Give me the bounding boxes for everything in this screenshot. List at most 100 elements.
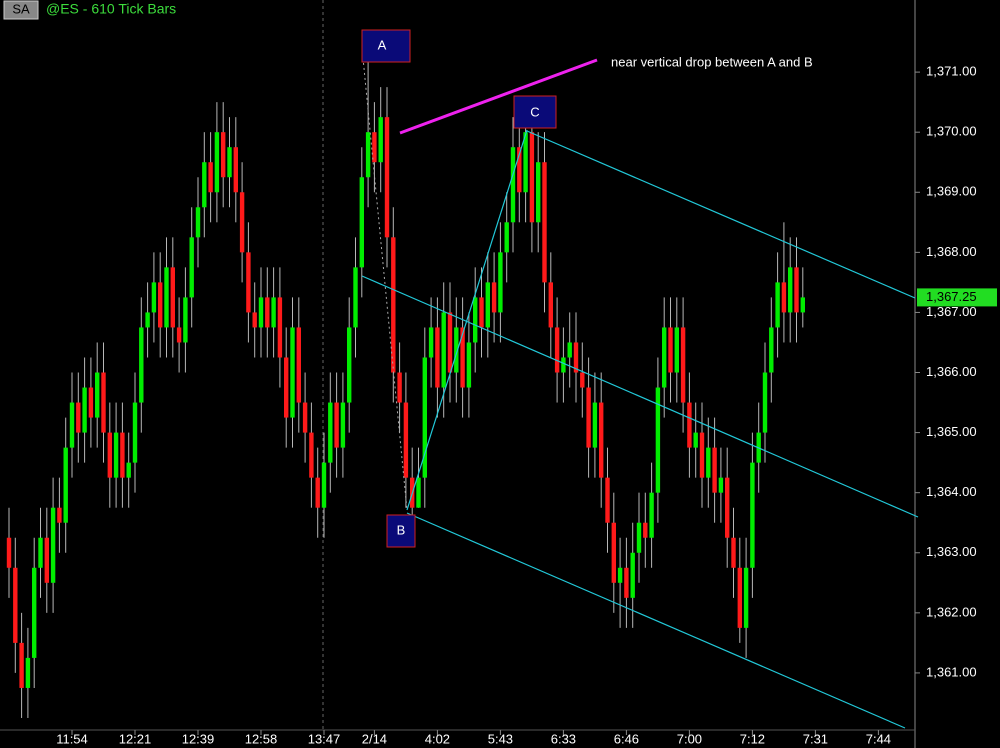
candle-body bbox=[567, 342, 572, 358]
candles bbox=[6, 42, 805, 718]
candle-body bbox=[63, 447, 68, 523]
x-tick-label: 7:12 bbox=[740, 731, 765, 746]
x-tick-label: 12:39 bbox=[182, 731, 215, 746]
candle-body bbox=[170, 267, 175, 328]
x-tick-label: 13:47 bbox=[308, 731, 341, 746]
candle-body bbox=[25, 657, 31, 688]
y-tick-label: 1,362.00 bbox=[926, 604, 977, 619]
candle-body bbox=[384, 117, 390, 238]
candle-body bbox=[164, 267, 169, 328]
x-tick-label: 6:46 bbox=[614, 731, 639, 746]
candle-body bbox=[139, 327, 144, 403]
y-tick-label: 1,371.00 bbox=[926, 64, 977, 79]
candle-body bbox=[599, 402, 604, 478]
candle-body bbox=[636, 522, 642, 553]
candle-body bbox=[718, 477, 724, 493]
candle-body bbox=[391, 237, 396, 373]
candle-body bbox=[693, 432, 698, 448]
x-tick-label: 4:02 bbox=[425, 731, 450, 746]
candle-body bbox=[309, 432, 314, 478]
candle-body bbox=[403, 402, 409, 478]
candle-body bbox=[498, 252, 503, 313]
badge-text: SA bbox=[12, 1, 30, 16]
candle-body bbox=[674, 327, 679, 373]
candle-body bbox=[82, 387, 87, 433]
candle-body bbox=[737, 567, 742, 628]
y-tick-label: 1,368.00 bbox=[926, 244, 977, 259]
candle-body bbox=[712, 447, 717, 493]
candle-body bbox=[743, 567, 749, 628]
candle-body bbox=[529, 132, 535, 223]
label-box bbox=[361, 29, 411, 63]
candle-body bbox=[548, 282, 553, 328]
candle-body bbox=[302, 402, 308, 433]
candle-body bbox=[271, 297, 276, 328]
channel-middle bbox=[361, 275, 919, 518]
candle-body bbox=[699, 432, 705, 478]
candle-body bbox=[328, 402, 333, 463]
candle-body bbox=[315, 477, 320, 508]
callout-line bbox=[399, 58, 598, 135]
candle-body bbox=[151, 282, 157, 313]
x-tick-label: 6:33 bbox=[551, 731, 576, 746]
candle-body bbox=[214, 132, 220, 193]
annotation-text: near vertical drop between A and B bbox=[611, 54, 813, 69]
y-tick-label: 1,366.00 bbox=[926, 364, 977, 379]
candle-body bbox=[504, 222, 509, 253]
x-tick-label: 12:58 bbox=[245, 731, 278, 746]
candle-body bbox=[378, 117, 383, 163]
y-tick-label: 1,369.00 bbox=[926, 184, 977, 199]
candle-body bbox=[158, 282, 163, 328]
y-tick-label: 1,361.00 bbox=[926, 664, 977, 679]
candle-body bbox=[573, 342, 579, 373]
point-label: C bbox=[530, 104, 539, 119]
candle-body bbox=[38, 537, 43, 568]
candle-body bbox=[800, 297, 805, 313]
candle-body bbox=[183, 297, 188, 343]
y-tick-label: 1,363.00 bbox=[926, 544, 977, 559]
candle-body bbox=[460, 327, 465, 388]
candle-body bbox=[517, 147, 522, 193]
candle-body bbox=[592, 402, 598, 448]
candle-body bbox=[762, 372, 768, 433]
candle-body bbox=[769, 327, 774, 373]
candle-body bbox=[397, 372, 402, 403]
candle-body bbox=[561, 357, 566, 373]
candle-body bbox=[176, 327, 182, 343]
candle-body bbox=[246, 252, 251, 313]
last-price-label: 1,367.25 bbox=[926, 289, 977, 304]
candle-body bbox=[32, 567, 37, 658]
candle-body bbox=[113, 432, 119, 478]
candle-body bbox=[265, 297, 270, 328]
candle-body bbox=[630, 552, 635, 598]
candle-body bbox=[788, 267, 793, 313]
candle-body bbox=[781, 282, 787, 313]
candle-body bbox=[195, 207, 201, 238]
candle-body bbox=[554, 327, 560, 373]
label-box bbox=[386, 514, 416, 548]
candle-body bbox=[624, 567, 629, 598]
candle-body bbox=[227, 147, 232, 178]
candle-body bbox=[750, 462, 755, 568]
candle-body bbox=[491, 282, 497, 313]
candle-body bbox=[680, 327, 686, 403]
candle-body bbox=[668, 327, 673, 373]
x-tick-label: 12:21 bbox=[119, 731, 152, 746]
trend-line bbox=[406, 129, 528, 511]
candle-body bbox=[353, 267, 358, 328]
candle-body bbox=[454, 327, 459, 373]
candle-body bbox=[725, 477, 730, 538]
candle-body bbox=[126, 462, 131, 478]
candle-body bbox=[132, 402, 138, 463]
candle-body bbox=[6, 537, 12, 568]
candle-body bbox=[372, 132, 377, 163]
candle-body bbox=[290, 327, 295, 418]
candle-body bbox=[605, 477, 610, 523]
y-tick-label: 1,364.00 bbox=[926, 484, 977, 499]
candle-body bbox=[643, 522, 648, 538]
candle-body bbox=[687, 402, 692, 448]
point-label: A bbox=[378, 37, 387, 52]
candle-body bbox=[239, 192, 245, 253]
